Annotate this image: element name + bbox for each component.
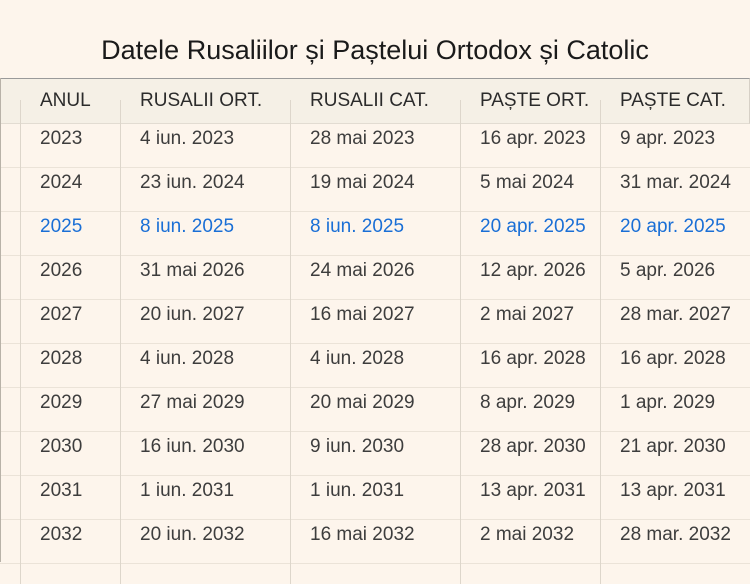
cell-paste-cat: 16 apr. 2028 — [620, 348, 726, 369]
table-row: 2030 16 iun. 2030 9 iun. 2030 28 apr. 2030 2… — [0, 431, 750, 476]
cell-rusalii-cat: 9 iun. 2030 — [310, 436, 405, 457]
cell-year: 2029 — [40, 392, 83, 413]
cell-rusalii-cat: 19 mai 2024 — [310, 172, 415, 193]
header-rusalii-ort: RUSALII ORT. — [140, 90, 263, 111]
cell-rusalii-cat: 16 mai 2032 — [310, 524, 415, 545]
cell-rusalii-cat: 24 mai 2026 — [310, 260, 415, 281]
column-divider — [600, 100, 601, 584]
cell-rusalii-ort: 4 iun. 2023 — [140, 128, 235, 149]
cell-year: 2025 — [40, 216, 83, 237]
header-paste-cat: PAȘTE CAT. — [620, 90, 726, 111]
column-divider — [20, 100, 21, 584]
cell-paste-cat: 1 apr. 2029 — [620, 392, 716, 413]
cell-rusalii-ort: 4 iun. 2028 — [140, 348, 235, 369]
cell-year: 2031 — [40, 480, 83, 501]
cell-paste-ort: 5 mai 2024 — [480, 172, 575, 193]
table-row: 2031 1 iun. 2031 1 iun. 2031 13 apr. 2031 13… — [0, 475, 750, 520]
table-row: 2028 4 iun. 2028 4 iun. 2028 16 apr. 2028 16… — [0, 343, 750, 388]
header-paste-ort: PAȘTE ORT. — [480, 90, 590, 111]
cell-paste-cat: 5 apr. 2026 — [620, 260, 716, 281]
column-divider — [290, 100, 291, 584]
column-divider — [120, 100, 121, 584]
cell-rusalii-ort: 27 mai 2029 — [140, 392, 245, 413]
cell-paste-cat: 28 mar. 2027 — [620, 304, 731, 325]
cell-rusalii-cat: 20 mai 2029 — [310, 392, 415, 413]
cell-rusalii-ort: 23 iun. 2024 — [140, 172, 245, 193]
cell-paste-cat: 13 apr. 2031 — [620, 480, 726, 501]
cell-rusalii-ort: 31 mai 2026 — [140, 260, 245, 281]
table-row: 2029 27 mai 2029 20 mai 2029 8 apr. 2029 1 a… — [0, 387, 750, 432]
cell-rusalii-cat: 4 iun. 2028 — [310, 348, 405, 369]
page-title: Datele Rusaliilor și Paștelui Ortodox și… — [101, 35, 649, 65]
cell-paste-cat: 9 apr. 2023 — [620, 128, 716, 149]
table-row: 2026 31 mai 2026 24 mai 2026 12 apr. 2026 5 … — [0, 255, 750, 300]
cell-year: 2032 — [40, 524, 83, 545]
column-divider — [460, 100, 461, 584]
table-row: 2023 4 iun. 2023 28 mai 2023 16 apr. 2023 9 … — [0, 123, 750, 168]
header-year: ANUL — [40, 90, 91, 111]
cell-paste-cat: 28 mar. 2032 — [620, 524, 731, 545]
table-row: 2032 20 iun. 2032 16 mai 2032 2 mai 2032 28 … — [0, 519, 750, 564]
cell-paste-ort: 13 apr. 2031 — [480, 480, 586, 501]
cell-year: 2024 — [40, 172, 83, 193]
cell-rusalii-ort: 20 iun. 2027 — [140, 304, 245, 325]
cell-rusalii-cat: 16 mai 2027 — [310, 304, 415, 325]
cell-paste-ort: 16 apr. 2023 — [480, 128, 586, 149]
cell-paste-ort: 20 apr. 2025 — [480, 216, 586, 237]
table-row: 2024 23 iun. 2024 19 mai 2024 5 mai 2024 31 … — [0, 167, 750, 212]
cell-paste-ort: 28 apr. 2030 — [480, 436, 586, 457]
cell-paste-ort: 8 apr. 2029 — [480, 392, 576, 413]
table-row: 2025 8 iun. 2025 8 iun. 2025 20 apr. 2025 20… — [0, 211, 750, 256]
cell-paste-ort: 16 apr. 2028 — [480, 348, 586, 369]
cell-rusalii-cat: 28 mai 2023 — [310, 128, 415, 149]
table-header-row: ANUL RUSALII ORT. RUSALII CAT. PAȘTE ORT… — [0, 78, 750, 124]
cell-rusalii-ort: 1 iun. 2031 — [140, 480, 235, 501]
cell-year: 2023 — [40, 128, 83, 149]
cell-rusalii-ort: 8 iun. 2025 — [140, 216, 235, 237]
cell-paste-cat: 31 mar. 2024 — [620, 172, 731, 193]
dates-table: ANUL RUSALII ORT. RUSALII CAT. PAȘTE ORT… — [0, 78, 750, 584]
cell-year: 2026 — [40, 260, 83, 281]
header-rusalii-cat: RUSALII CAT. — [310, 90, 429, 111]
cell-paste-ort: 2 mai 2032 — [480, 524, 575, 545]
cell-year: 2028 — [40, 348, 83, 369]
cell-paste-ort: 12 apr. 2026 — [480, 260, 586, 281]
cell-rusalii-cat: 8 iun. 2025 — [310, 216, 405, 237]
cell-paste-cat: 20 apr. 2025 — [620, 216, 726, 237]
table-left-border — [0, 78, 1, 562]
cell-year: 2027 — [40, 304, 83, 325]
cell-paste-cat: 21 apr. 2030 — [620, 436, 726, 457]
cell-rusalii-ort: 16 iun. 2030 — [140, 436, 245, 457]
cell-rusalii-ort: 20 iun. 2032 — [140, 524, 245, 545]
cell-paste-ort: 2 mai 2027 — [480, 304, 575, 325]
cell-year: 2030 — [40, 436, 83, 457]
cell-rusalii-cat: 1 iun. 2031 — [310, 480, 405, 501]
table-row: 2027 20 iun. 2027 16 mai 2027 2 mai 2027 28 … — [0, 299, 750, 344]
